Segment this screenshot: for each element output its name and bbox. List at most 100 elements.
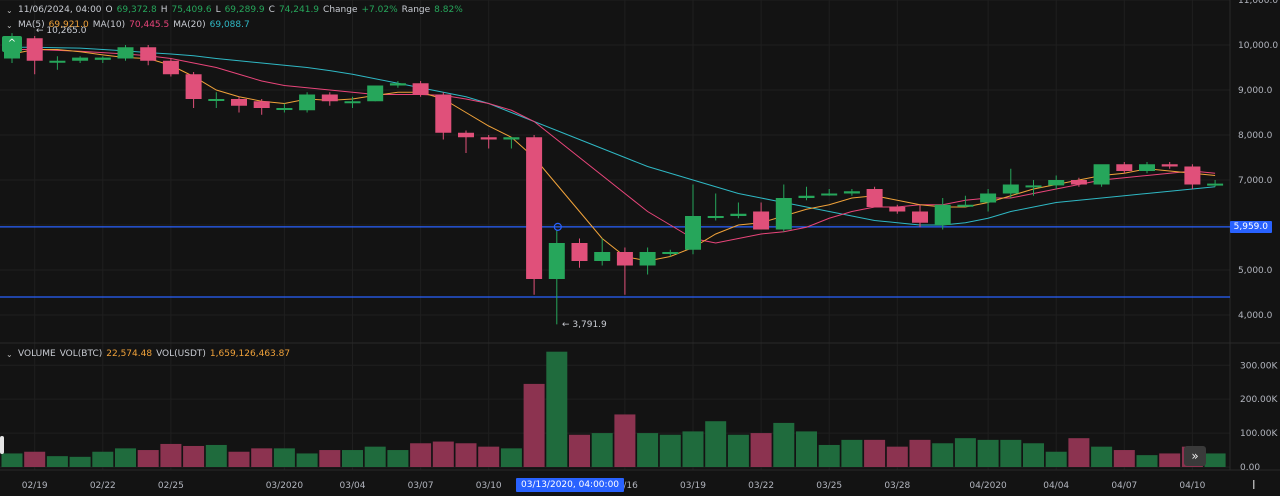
volume-tick-label: 100.00K <box>1240 429 1278 439</box>
candle-body <box>1070 180 1087 185</box>
chevron-down-icon[interactable]: ⌄ <box>6 5 13 15</box>
volume-bar <box>205 444 227 467</box>
legend-datetime: 11/06/2024, 04:00 <box>18 5 102 15</box>
candle-body <box>1048 180 1065 186</box>
volume-bar <box>1068 438 1090 467</box>
candle-body <box>1002 184 1019 194</box>
high-value: 75,409.6 <box>171 5 212 15</box>
time-tick-label: 03/2020 <box>266 481 304 491</box>
candle-body <box>117 47 134 59</box>
volume-bar <box>1113 450 1135 467</box>
price-tick-label: 11,000.0 <box>1238 0 1278 6</box>
candle-body <box>889 207 906 212</box>
scroll-to-latest-button[interactable]: » <box>1184 446 1206 466</box>
crosshair-marker <box>553 222 562 231</box>
time-tick-label: 04/2020 <box>969 481 1007 491</box>
time-tick-label: 03/16 <box>612 481 638 491</box>
volume-bar <box>546 351 568 467</box>
time-tick-label: 03/07 <box>408 481 434 491</box>
chevron-down-icon[interactable]: ⌄ <box>6 20 13 30</box>
volume-bar <box>818 444 840 467</box>
candle-body <box>344 101 361 104</box>
candle-body <box>185 74 202 99</box>
crosshair-price-tag: 5,959.0 <box>1229 221 1272 233</box>
candle-body <box>1139 164 1155 171</box>
candle-body <box>1161 164 1178 167</box>
high-annotation: ← 10,265.0 <box>36 26 87 36</box>
candle-body <box>775 198 792 230</box>
vol-btc-value: 22,574.48 <box>106 349 153 359</box>
candle-body <box>1184 166 1201 185</box>
candle-body <box>72 57 89 61</box>
candle-body <box>594 252 611 261</box>
candle-body <box>866 189 883 207</box>
candle-body <box>276 108 293 110</box>
collapse-button[interactable]: ^ <box>2 36 22 52</box>
candle-body <box>730 213 747 216</box>
candle-body <box>367 85 384 102</box>
close-value: 74,241.9 <box>278 5 320 15</box>
volume-bar <box>410 443 432 467</box>
volume-bar <box>523 383 545 467</box>
volume-bar <box>1136 455 1158 467</box>
open-value: 69,372.8 <box>116 5 157 15</box>
crosshair-time-tag: 03/13/2020, 04:00:00 <box>516 478 625 492</box>
volume-bar <box>932 443 954 467</box>
time-tick-label: 04/04 <box>1043 481 1069 491</box>
range-value: 8.82% <box>434 5 463 15</box>
low-annotation: ← 3,791.9 <box>562 320 607 330</box>
price-tick-label: 8,000.0 <box>1238 131 1273 141</box>
candle-body <box>662 252 679 254</box>
chevron-down-icon[interactable]: ⌄ <box>6 349 13 359</box>
volume-bar <box>591 433 613 467</box>
time-tick-label: 03/25 <box>816 481 842 491</box>
volume-bar <box>387 450 409 467</box>
volume-bar <box>455 443 477 467</box>
volume-bar <box>364 446 386 467</box>
volume-bar <box>954 438 976 467</box>
candle-body <box>843 191 860 194</box>
pane-resize-handle[interactable] <box>0 436 4 454</box>
ma10-line <box>12 49 1216 244</box>
candle-body <box>934 204 951 225</box>
text-cursor-icon: I <box>1252 478 1256 492</box>
volume-bar <box>614 414 636 467</box>
candle-body <box>548 243 565 279</box>
candle-body <box>957 204 974 207</box>
volume-bar <box>909 439 931 467</box>
candle-body <box>1207 183 1224 186</box>
candle-body <box>140 47 157 61</box>
candle-body <box>616 252 633 266</box>
volume-bar <box>659 434 681 467</box>
candle-body <box>912 211 928 223</box>
volume-tick-label: 300.00K <box>1240 361 1278 371</box>
volume-bar <box>500 448 522 467</box>
volume-bar <box>160 443 182 467</box>
volume-bar <box>296 453 318 467</box>
candle-body <box>299 94 316 111</box>
candle-body <box>639 252 656 266</box>
time-tick-label: 02/22 <box>90 481 116 491</box>
volume-bar <box>342 450 363 467</box>
volume-tick-label: 0.00 <box>1240 463 1260 473</box>
candle-body <box>821 193 838 196</box>
change-value: +7.02% <box>361 5 398 15</box>
volume-bar <box>796 431 817 467</box>
price-tick-label: 4,000.0 <box>1238 311 1273 321</box>
volume-bar <box>569 434 590 467</box>
candle-body <box>753 211 770 230</box>
ohlc-legend: ⌄ 11/06/2024, 04:00 O 69,372.8 H 75,409.6 … <box>6 5 463 15</box>
volume-bar <box>69 456 91 467</box>
candle-body <box>1116 164 1133 171</box>
volume-bar <box>319 450 341 467</box>
volume-tick-label: 200.00K <box>1240 395 1278 405</box>
price-tick-label: 9,000.0 <box>1238 86 1273 96</box>
ma5-value: 69,921.0 <box>48 20 89 30</box>
candle-body <box>435 94 452 133</box>
candle-body <box>526 137 543 279</box>
volume-bar <box>750 433 772 467</box>
price-tick-label: 5,000.0 <box>1238 266 1273 276</box>
volume-bar <box>727 434 749 467</box>
volume-bar <box>478 446 500 467</box>
